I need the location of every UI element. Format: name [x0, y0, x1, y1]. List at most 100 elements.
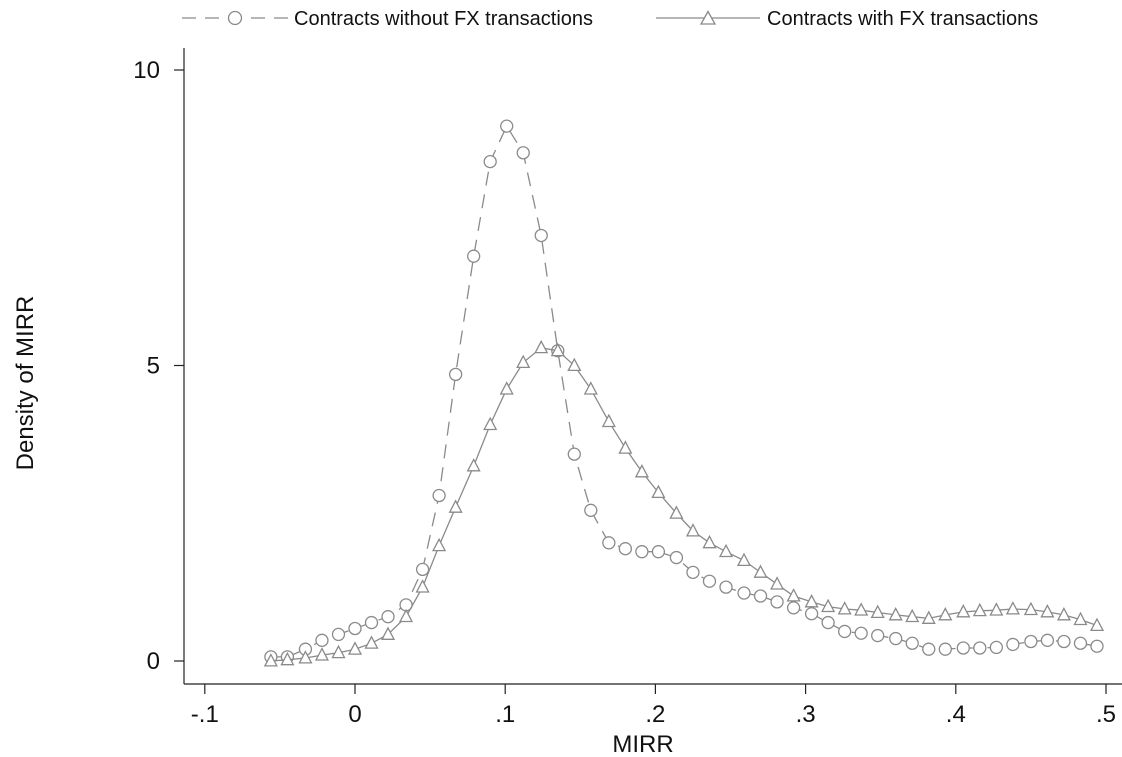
data-point-triangle — [314, 647, 329, 661]
data-point-triangle — [921, 610, 936, 624]
legend: Contracts without FX transactions Contra… — [182, 8, 1038, 30]
data-point-circle — [584, 503, 598, 517]
data-point-circle — [786, 601, 801, 615]
data-point-triangle — [516, 354, 531, 369]
data-point-triangle — [432, 537, 447, 552]
data-point-triangle — [786, 588, 801, 602]
series-without-fx — [264, 119, 1104, 664]
y-tick-label: 10 — [133, 57, 160, 84]
series-line — [270, 347, 1098, 662]
data-point-triangle — [718, 543, 734, 558]
y-tick-label: 5 — [147, 353, 160, 380]
data-point-triangle — [399, 608, 414, 623]
data-point-triangle — [483, 416, 498, 431]
axes — [183, 48, 1122, 685]
data-point-circle — [348, 621, 362, 636]
x-tick-label: .1 — [495, 701, 515, 728]
data-point-circle — [415, 562, 430, 577]
x-tick-label: .4 — [946, 701, 966, 728]
x-tick-label: .5 — [1096, 701, 1116, 728]
data-point-triangle — [263, 653, 278, 667]
data-point-triangle — [634, 464, 649, 478]
data-point-circle — [821, 615, 835, 630]
x-axis-title: MIRR — [612, 731, 673, 757]
data-point-circle — [770, 595, 784, 609]
data-point-triangle — [280, 651, 295, 666]
data-point-triangle — [466, 458, 481, 472]
data-point-circle — [1006, 637, 1020, 652]
data-point-triangle — [331, 644, 346, 659]
legend-item-without-fx: Contracts without FX transactions — [182, 8, 593, 30]
data-point-circle — [516, 146, 530, 160]
data-point-triangle — [837, 601, 852, 615]
data-point-triangle — [381, 626, 396, 640]
data-point-triangle — [364, 635, 379, 649]
data-point-triangle — [550, 342, 565, 357]
data-point-triangle — [583, 381, 598, 395]
x-tick-label: .3 — [796, 701, 816, 728]
data-point-triangle — [956, 604, 971, 618]
x-tick-label: .2 — [645, 701, 665, 728]
data-point-circle — [854, 626, 868, 640]
data-point-circle — [602, 536, 616, 550]
data-point-circle — [1040, 633, 1055, 647]
data-point-triangle — [685, 523, 700, 537]
data-point-triangle — [1040, 604, 1055, 618]
data-point-triangle — [1056, 606, 1071, 621]
legend-label-with-fx: Contracts with FX transactions — [767, 8, 1038, 30]
data-point-circle — [719, 580, 733, 594]
data-point-circle — [483, 154, 497, 169]
data-point-triangle — [499, 381, 514, 395]
data-point-circle — [1057, 634, 1071, 649]
data-point-circle — [635, 545, 649, 559]
legend-triangle-marker — [699, 10, 717, 25]
data-point-circle — [922, 642, 936, 656]
data-point-circle — [889, 631, 903, 646]
data-point-triangle — [601, 413, 616, 428]
data-point-triangle — [938, 607, 953, 621]
data-point-triangle — [736, 552, 752, 567]
data-point-circle — [1090, 639, 1104, 653]
data-point-triangle — [753, 564, 768, 578]
x-axis-ticks: -.1 0 .1 .2 .3 .4 .5 — [191, 684, 1116, 728]
data-point-circle — [1073, 636, 1088, 650]
data-point-triangle — [534, 339, 549, 354]
data-point-circle — [331, 627, 346, 642]
data-point-circle — [669, 550, 684, 565]
data-point-triangle — [448, 499, 463, 513]
data-point-triangle — [1073, 611, 1088, 626]
data-point-circle — [567, 447, 581, 461]
series-line — [270, 124, 1098, 658]
data-point-circle — [467, 249, 481, 263]
data-point-circle — [448, 367, 463, 382]
legend-label-without-fx: Contracts without FX transactions — [294, 8, 593, 30]
data-point-circle — [989, 640, 1004, 655]
data-point-circle — [938, 642, 952, 656]
data-point-circle — [973, 641, 987, 655]
data-point-triangle — [1089, 617, 1105, 632]
data-point-triangle — [770, 576, 785, 590]
y-axis-ticks: 0 5 10 — [133, 57, 184, 675]
data-point-circle — [618, 542, 633, 556]
data-point-triangle — [888, 607, 903, 621]
data-point-circle — [364, 615, 379, 630]
data-point-circle — [534, 228, 548, 243]
series-with-fx — [263, 339, 1105, 667]
data-point-triangle — [804, 594, 819, 608]
data-point-triangle — [298, 650, 313, 664]
plot-area — [263, 119, 1105, 667]
data-point-circle — [737, 586, 751, 600]
data-point-triangle — [972, 602, 987, 617]
data-point-triangle — [905, 608, 920, 623]
data-point-triangle — [870, 604, 885, 619]
data-point-triangle — [415, 579, 430, 593]
data-point-triangle — [618, 440, 633, 454]
data-point-triangle — [854, 602, 869, 616]
data-point-circle — [500, 119, 514, 133]
data-point-circle — [804, 607, 819, 621]
data-point-circle — [1024, 634, 1038, 649]
data-point-circle — [315, 633, 329, 647]
legend-circle-marker — [227, 10, 243, 26]
data-point-circle — [381, 610, 395, 624]
